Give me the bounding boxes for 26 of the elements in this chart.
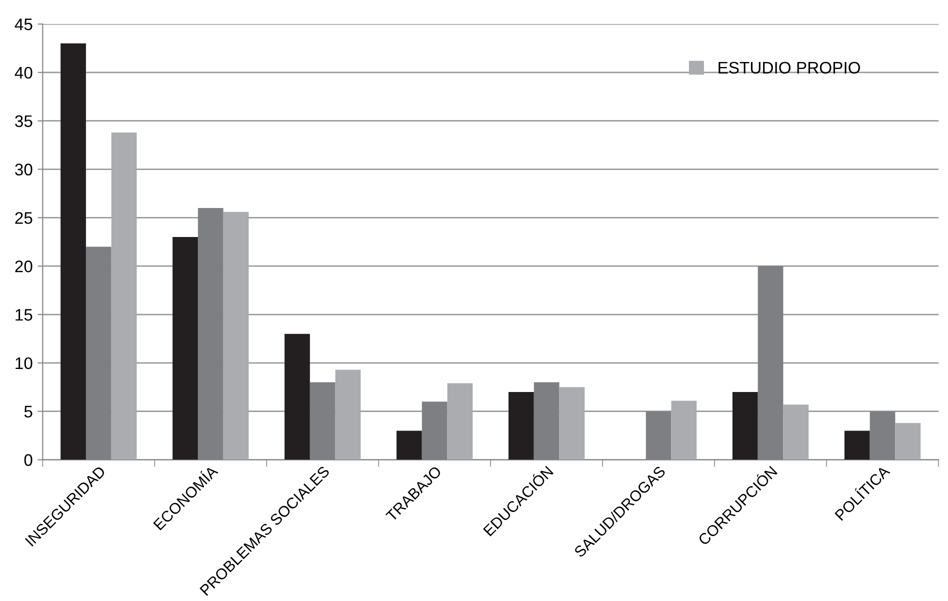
bar: [559, 387, 585, 460]
y-tick-label: 10: [16, 357, 32, 370]
y-tick-label: 0: [24, 454, 32, 466]
bar: [447, 383, 473, 460]
y-tick-label: 15: [16, 309, 32, 321]
y-tick-label: 20: [15, 260, 32, 272]
bar: [111, 132, 137, 460]
y-tick-label: 45: [14, 18, 32, 30]
bar: [895, 422, 921, 460]
bar: [671, 400, 697, 460]
bar: [844, 430, 870, 460]
y-tick-label: 40: [14, 66, 32, 79]
y-tick-label: 25: [15, 212, 32, 224]
bar: [223, 212, 249, 460]
bar: [60, 43, 86, 460]
bar: [335, 370, 361, 460]
bar: [508, 392, 534, 460]
bar: [284, 334, 310, 460]
bar: [732, 392, 758, 460]
y-tick-label: 5: [24, 406, 32, 418]
y-tick-label: 30: [15, 164, 32, 176]
bar: [783, 404, 809, 460]
bar: [172, 237, 198, 460]
bar: [396, 430, 422, 460]
legend-label: ESTUDIO PROPIO: [718, 62, 860, 74]
y-tick-label: 35: [15, 115, 32, 128]
